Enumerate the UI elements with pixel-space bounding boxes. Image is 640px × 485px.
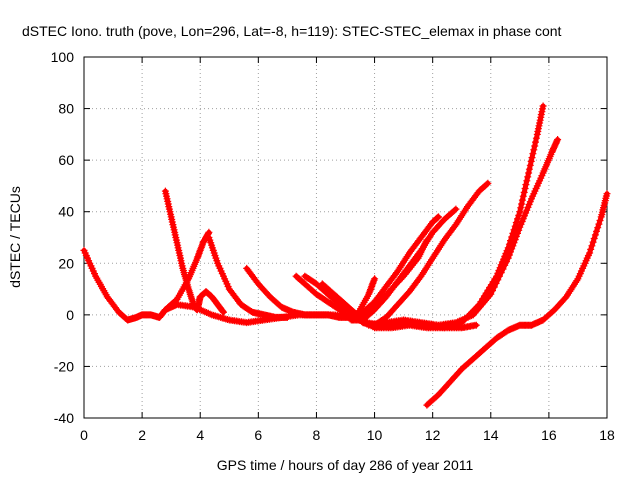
data-point-marker bbox=[483, 180, 491, 188]
x-tick-label: 8 bbox=[313, 427, 321, 443]
ticks: 0 2 4 6 8 10 12 14 16 18 -40 -20 0 20 40 60 80 100 bbox=[51, 49, 615, 443]
series-3 bbox=[205, 234, 291, 321]
data-point-marker bbox=[532, 134, 540, 142]
x-tick-label: 16 bbox=[541, 427, 557, 443]
data-point-marker bbox=[590, 235, 598, 242]
data-point-marker bbox=[539, 102, 547, 110]
data-point-marker bbox=[206, 310, 214, 318]
data-point-marker bbox=[591, 231, 599, 239]
data-point-marker bbox=[517, 204, 525, 212]
data-point-marker bbox=[531, 142, 539, 150]
data-point-marker bbox=[525, 165, 533, 173]
x-axis-label: GPS time / hours of day 286 of year 2011 bbox=[217, 457, 474, 473]
data-point-marker bbox=[525, 169, 533, 177]
y-tick-label: 60 bbox=[58, 152, 74, 168]
x-tick-label: 4 bbox=[196, 427, 204, 443]
y-tick-label: 40 bbox=[58, 204, 74, 220]
data-point-marker bbox=[518, 200, 526, 208]
series-group bbox=[80, 102, 611, 409]
series-2 bbox=[161, 228, 213, 314]
data-point-marker bbox=[509, 229, 517, 237]
data-point-marker bbox=[514, 215, 521, 223]
data-point-marker bbox=[595, 220, 603, 228]
data-point-marker bbox=[527, 157, 535, 165]
data-point-marker bbox=[522, 181, 530, 189]
grid bbox=[84, 57, 607, 418]
data-point-marker bbox=[508, 233, 516, 241]
series-11 bbox=[423, 190, 611, 409]
data-point-marker bbox=[589, 238, 597, 246]
data-point-marker bbox=[484, 179, 492, 187]
data-point-marker bbox=[452, 205, 460, 213]
data-point-marker bbox=[423, 236, 431, 244]
y-tick-label: 80 bbox=[58, 101, 74, 117]
data-point-marker bbox=[512, 219, 520, 226]
data-point-marker bbox=[451, 206, 459, 214]
x-tick-label: 18 bbox=[599, 427, 615, 443]
data-point-marker bbox=[515, 211, 523, 219]
data-point-marker bbox=[528, 154, 536, 162]
data-point-marker bbox=[596, 217, 604, 224]
y-tick-label: -20 bbox=[54, 358, 74, 374]
series-7 bbox=[318, 275, 379, 319]
data-point-marker bbox=[521, 185, 529, 192]
y-tick-label: 20 bbox=[58, 255, 74, 271]
data-point-marker bbox=[594, 224, 602, 232]
data-point-marker bbox=[435, 213, 442, 221]
x-tick-label: 12 bbox=[425, 427, 441, 443]
series-10 bbox=[353, 102, 547, 332]
data-point-marker bbox=[511, 222, 519, 230]
x-tick-label: 0 bbox=[80, 427, 88, 443]
data-point-marker bbox=[532, 138, 539, 146]
data-point-marker bbox=[586, 249, 594, 257]
data-point-marker bbox=[529, 150, 537, 158]
y-tick-label: 100 bbox=[51, 49, 75, 65]
data-point-marker bbox=[520, 188, 528, 196]
series-trace bbox=[343, 237, 430, 323]
data-point-marker bbox=[519, 192, 527, 200]
data-point-marker bbox=[526, 161, 534, 169]
data-point-marker bbox=[504, 244, 512, 252]
data-point-marker bbox=[201, 308, 209, 316]
data-point-marker bbox=[392, 280, 400, 288]
data-point-marker bbox=[518, 196, 526, 204]
data-point-marker bbox=[487, 290, 495, 298]
data-point-marker bbox=[593, 227, 600, 235]
y-tick-label: -40 bbox=[54, 410, 74, 426]
data-point-marker bbox=[220, 308, 227, 316]
data-point-marker bbox=[507, 237, 514, 245]
y-tick-label: 0 bbox=[66, 307, 74, 323]
data-point-marker bbox=[554, 136, 562, 143]
data-point-marker bbox=[588, 242, 596, 250]
data-point-marker bbox=[510, 226, 518, 234]
data-point-marker bbox=[516, 208, 524, 216]
data-point-marker bbox=[371, 275, 379, 283]
chart-title: dSTEC Iono. truth (pove, Lon=296, Lat=-8… bbox=[22, 23, 562, 39]
x-tick-label: 10 bbox=[367, 427, 383, 443]
x-tick-label: 6 bbox=[254, 427, 262, 443]
data-point-marker bbox=[283, 313, 291, 321]
y-axis-label: dSTEC / TECUs bbox=[7, 186, 23, 288]
data-point-marker bbox=[587, 245, 595, 253]
data-point-marker bbox=[523, 177, 531, 185]
x-tick-label: 14 bbox=[483, 427, 499, 443]
data-point-marker bbox=[524, 173, 532, 181]
plot-frame bbox=[83, 56, 608, 419]
data-point-marker bbox=[603, 190, 611, 198]
data-point-marker bbox=[505, 240, 513, 248]
data-point-marker bbox=[530, 146, 538, 154]
x-tick-label: 2 bbox=[138, 427, 146, 443]
data-point-marker bbox=[472, 321, 480, 329]
series-1 bbox=[161, 187, 227, 316]
data-point-marker bbox=[204, 309, 212, 317]
